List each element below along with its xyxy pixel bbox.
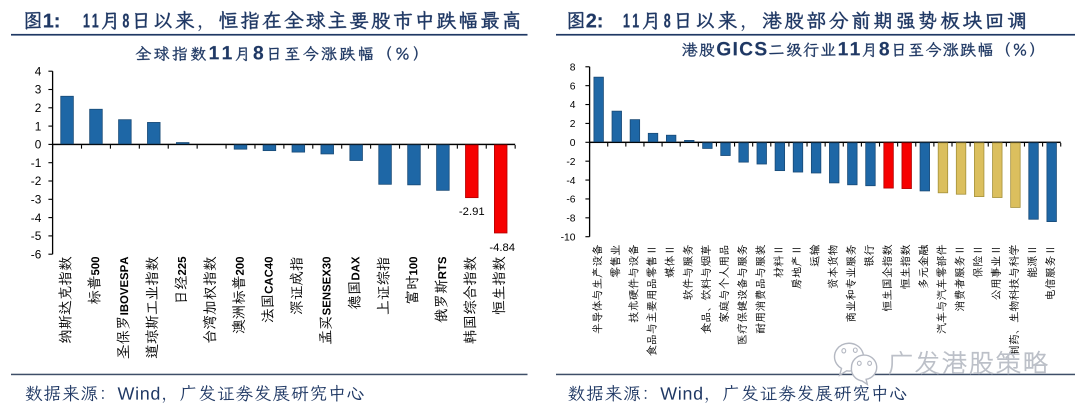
svg-text:1: 1 <box>35 119 42 133</box>
svg-text:2: 2 <box>570 119 576 130</box>
svg-text:6: 6 <box>570 81 576 92</box>
svg-text:-4: -4 <box>566 176 575 187</box>
svg-text:4: 4 <box>570 100 576 111</box>
svg-text:2: 2 <box>35 101 42 115</box>
svg-text:-10: -10 <box>561 232 576 243</box>
svg-text:-3: -3 <box>31 193 42 207</box>
svg-text:-6: -6 <box>31 247 42 261</box>
svg-text:-5: -5 <box>31 229 42 243</box>
svg-text:-6: -6 <box>566 195 575 206</box>
svg-text:-2: -2 <box>31 174 42 188</box>
svg-text:-8: -8 <box>566 214 575 225</box>
svg-text:0: 0 <box>570 138 576 149</box>
svg-text:8: 8 <box>570 63 576 74</box>
svg-text:-4: -4 <box>31 211 42 225</box>
svg-text:-2: -2 <box>566 157 575 168</box>
svg-text:4: 4 <box>35 64 42 78</box>
svg-text:-4.84: -4.84 <box>489 242 515 254</box>
svg-text:-2.91: -2.91 <box>459 206 485 218</box>
svg-text:-1: -1 <box>31 156 42 170</box>
svg-text:0: 0 <box>35 138 42 152</box>
svg-text:3: 3 <box>35 83 42 97</box>
